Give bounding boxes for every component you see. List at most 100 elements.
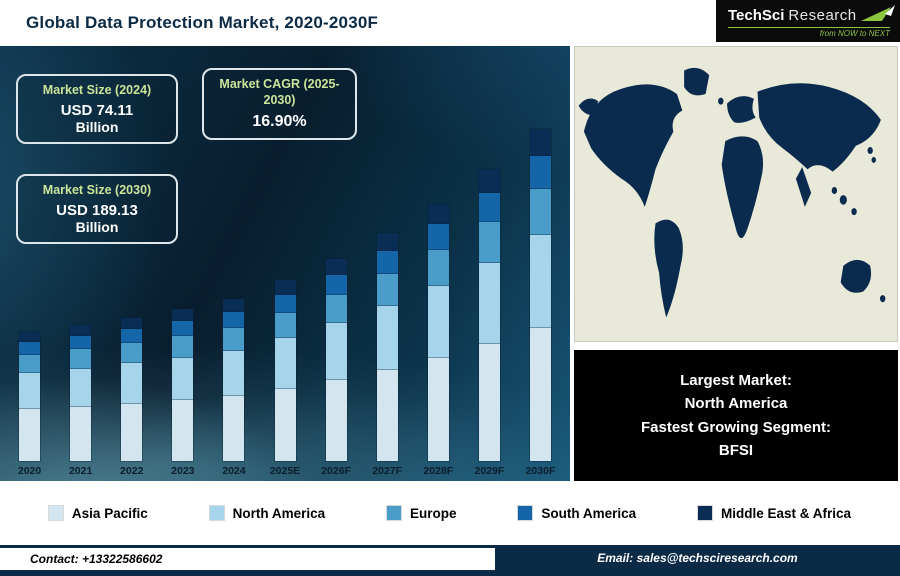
bar-segment-middle-east-africa bbox=[222, 297, 246, 313]
logo-arrow-icon bbox=[860, 4, 895, 26]
bar-segment-europe bbox=[375, 273, 399, 308]
callout-title: Market Size (2030) bbox=[42, 183, 152, 197]
x-axis-label: 2022 bbox=[120, 465, 144, 477]
bar-segment-south-america bbox=[528, 154, 552, 190]
x-axis-label: 2024 bbox=[222, 465, 246, 477]
callout-market-size-2030: Market Size (2030) USD 189.13 Billion bbox=[16, 174, 178, 244]
bar-segment-asia-pacific bbox=[18, 408, 42, 462]
bar-segment-middle-east-africa bbox=[375, 232, 399, 253]
bar-stack bbox=[171, 307, 195, 462]
logo-tagline: from NOW to NEXT bbox=[728, 26, 890, 38]
bar-segment-south-america bbox=[171, 320, 195, 338]
footer-left: Contact: +13322586602 bbox=[0, 545, 495, 570]
callout-unit: Billion bbox=[75, 218, 119, 235]
x-axis-label: 2028F bbox=[423, 465, 454, 477]
techsci-logo: TechSci Research from NOW to NEXT bbox=[716, 0, 900, 42]
bar-stack bbox=[426, 202, 450, 462]
contact-email: Email: sales@techsciresearch.com bbox=[597, 550, 798, 565]
bar-column-2024: 2024 bbox=[208, 297, 259, 479]
bar-stack bbox=[69, 324, 93, 463]
bar-segment-europe bbox=[324, 293, 348, 325]
callout-title: Market Size (2024) bbox=[42, 83, 152, 97]
main-content: Market Size (2024) USD 74.11 Billion Mar… bbox=[0, 46, 900, 481]
highlight-line: BFSI bbox=[718, 441, 754, 459]
bar-column-2021: 2021 bbox=[55, 324, 106, 479]
callout-value: 16.90% bbox=[252, 113, 307, 131]
bar-segment-north-america bbox=[273, 337, 297, 390]
bar-column-2029f: 2029F bbox=[464, 168, 515, 479]
callout-value: USD 189.13 bbox=[56, 201, 138, 219]
bar-segment-asia-pacific bbox=[324, 379, 348, 462]
bar-segment-asia-pacific bbox=[375, 368, 399, 463]
logo-brand-secondary: Research bbox=[788, 6, 857, 24]
bar-segment-europe bbox=[528, 187, 552, 237]
bar-stack bbox=[18, 330, 42, 462]
bar-segment-middle-east-africa bbox=[69, 324, 93, 337]
bar-segment-south-america bbox=[477, 191, 501, 223]
x-axis-label: 2020 bbox=[17, 465, 42, 477]
header: Global Data Protection Market, 2020-2030… bbox=[0, 0, 900, 46]
page-title: Global Data Protection Market, 2020-2030… bbox=[26, 13, 379, 32]
bar-segment-middle-east-africa bbox=[18, 330, 42, 343]
bar-stack bbox=[222, 297, 246, 462]
callout-value: USD 74.11 bbox=[60, 101, 134, 119]
bar-segment-asia-pacific bbox=[528, 327, 552, 462]
legend-swatch-icon bbox=[208, 505, 225, 521]
bar-segment-north-america bbox=[120, 362, 144, 405]
legend-swatch-icon bbox=[47, 505, 64, 521]
callout-market-size-2024: Market Size (2024) USD 74.11 Billion bbox=[16, 74, 178, 144]
legend-item-north-america: North America bbox=[208, 505, 325, 521]
logo-brand-primary: TechSci bbox=[728, 6, 785, 24]
contact-phone: Contact: +13322586602 bbox=[30, 552, 163, 566]
x-axis-label: 2023 bbox=[171, 465, 195, 477]
bar-segment-middle-east-africa bbox=[426, 202, 450, 226]
legend-item-europe: Europe bbox=[385, 505, 457, 521]
right-panel: Largest Market: North America Fastest Gr… bbox=[570, 46, 900, 481]
x-axis-label: 2021 bbox=[68, 465, 93, 477]
bar-segment-north-america bbox=[375, 305, 399, 371]
x-axis-label: 2026F bbox=[321, 465, 351, 477]
chart-legend: Asia Pacific North America Europe South Ame… bbox=[0, 481, 900, 545]
callout-unit: Billion bbox=[75, 118, 119, 135]
bar-segment-asia-pacific bbox=[477, 343, 501, 462]
bar-column-2028f: 2028F bbox=[413, 202, 464, 479]
legend-label: Middle East & Africa bbox=[720, 505, 852, 521]
legend-swatch-icon bbox=[385, 505, 402, 521]
bar-segment-north-america bbox=[18, 372, 42, 411]
bar-segment-europe bbox=[477, 220, 501, 264]
bar-column-2022: 2022 bbox=[106, 316, 157, 480]
footer: Contact: +13322586602 Email: sales@techs… bbox=[0, 545, 900, 576]
bar-column-2020: 2020 bbox=[4, 330, 55, 480]
highlight-line: Fastest Growing Segment: bbox=[640, 418, 832, 436]
legend-item-south-america: South America bbox=[517, 505, 636, 521]
highlight-line: North America bbox=[684, 395, 788, 413]
legend-label: Asia Pacific bbox=[71, 505, 148, 521]
chart-panel: Market Size (2024) USD 74.11 Billion Mar… bbox=[0, 46, 570, 481]
bar-segment-south-america bbox=[120, 327, 144, 345]
map-land bbox=[578, 67, 886, 318]
bar-stack bbox=[324, 257, 348, 462]
bar-segment-north-america bbox=[324, 322, 348, 382]
bar-stack bbox=[528, 128, 552, 462]
bar-segment-north-america bbox=[477, 261, 501, 346]
bar-segment-asia-pacific bbox=[222, 395, 246, 462]
bar-segment-europe bbox=[222, 326, 246, 352]
bar-stack bbox=[477, 168, 501, 462]
legend-swatch-icon bbox=[517, 505, 534, 521]
world-map-svg bbox=[575, 47, 897, 341]
bar-segment-europe bbox=[426, 248, 450, 288]
bar-segment-north-america bbox=[69, 367, 93, 408]
bar-segment-middle-east-africa bbox=[324, 257, 348, 276]
bar-segment-asia-pacific bbox=[426, 357, 450, 462]
bar-segment-middle-east-africa bbox=[528, 128, 552, 157]
bar-segment-north-america bbox=[222, 349, 246, 398]
legend-item-asia-pacific: Asia Pacific bbox=[47, 505, 148, 521]
bar-segment-south-america bbox=[18, 340, 42, 356]
bar-segment-asia-pacific bbox=[273, 387, 297, 463]
x-axis-label: 2029F bbox=[474, 465, 505, 477]
bar-segment-middle-east-africa bbox=[120, 316, 144, 331]
stacked-bar-chart: 2020 2021 2022 2023 2024 2025E 2026F 2027F 2028F… bbox=[4, 128, 566, 480]
legend-label: Europe bbox=[409, 505, 457, 521]
bar-column-2030f: 2030F bbox=[515, 128, 566, 479]
bar-column-2026f: 2026F bbox=[311, 257, 362, 479]
